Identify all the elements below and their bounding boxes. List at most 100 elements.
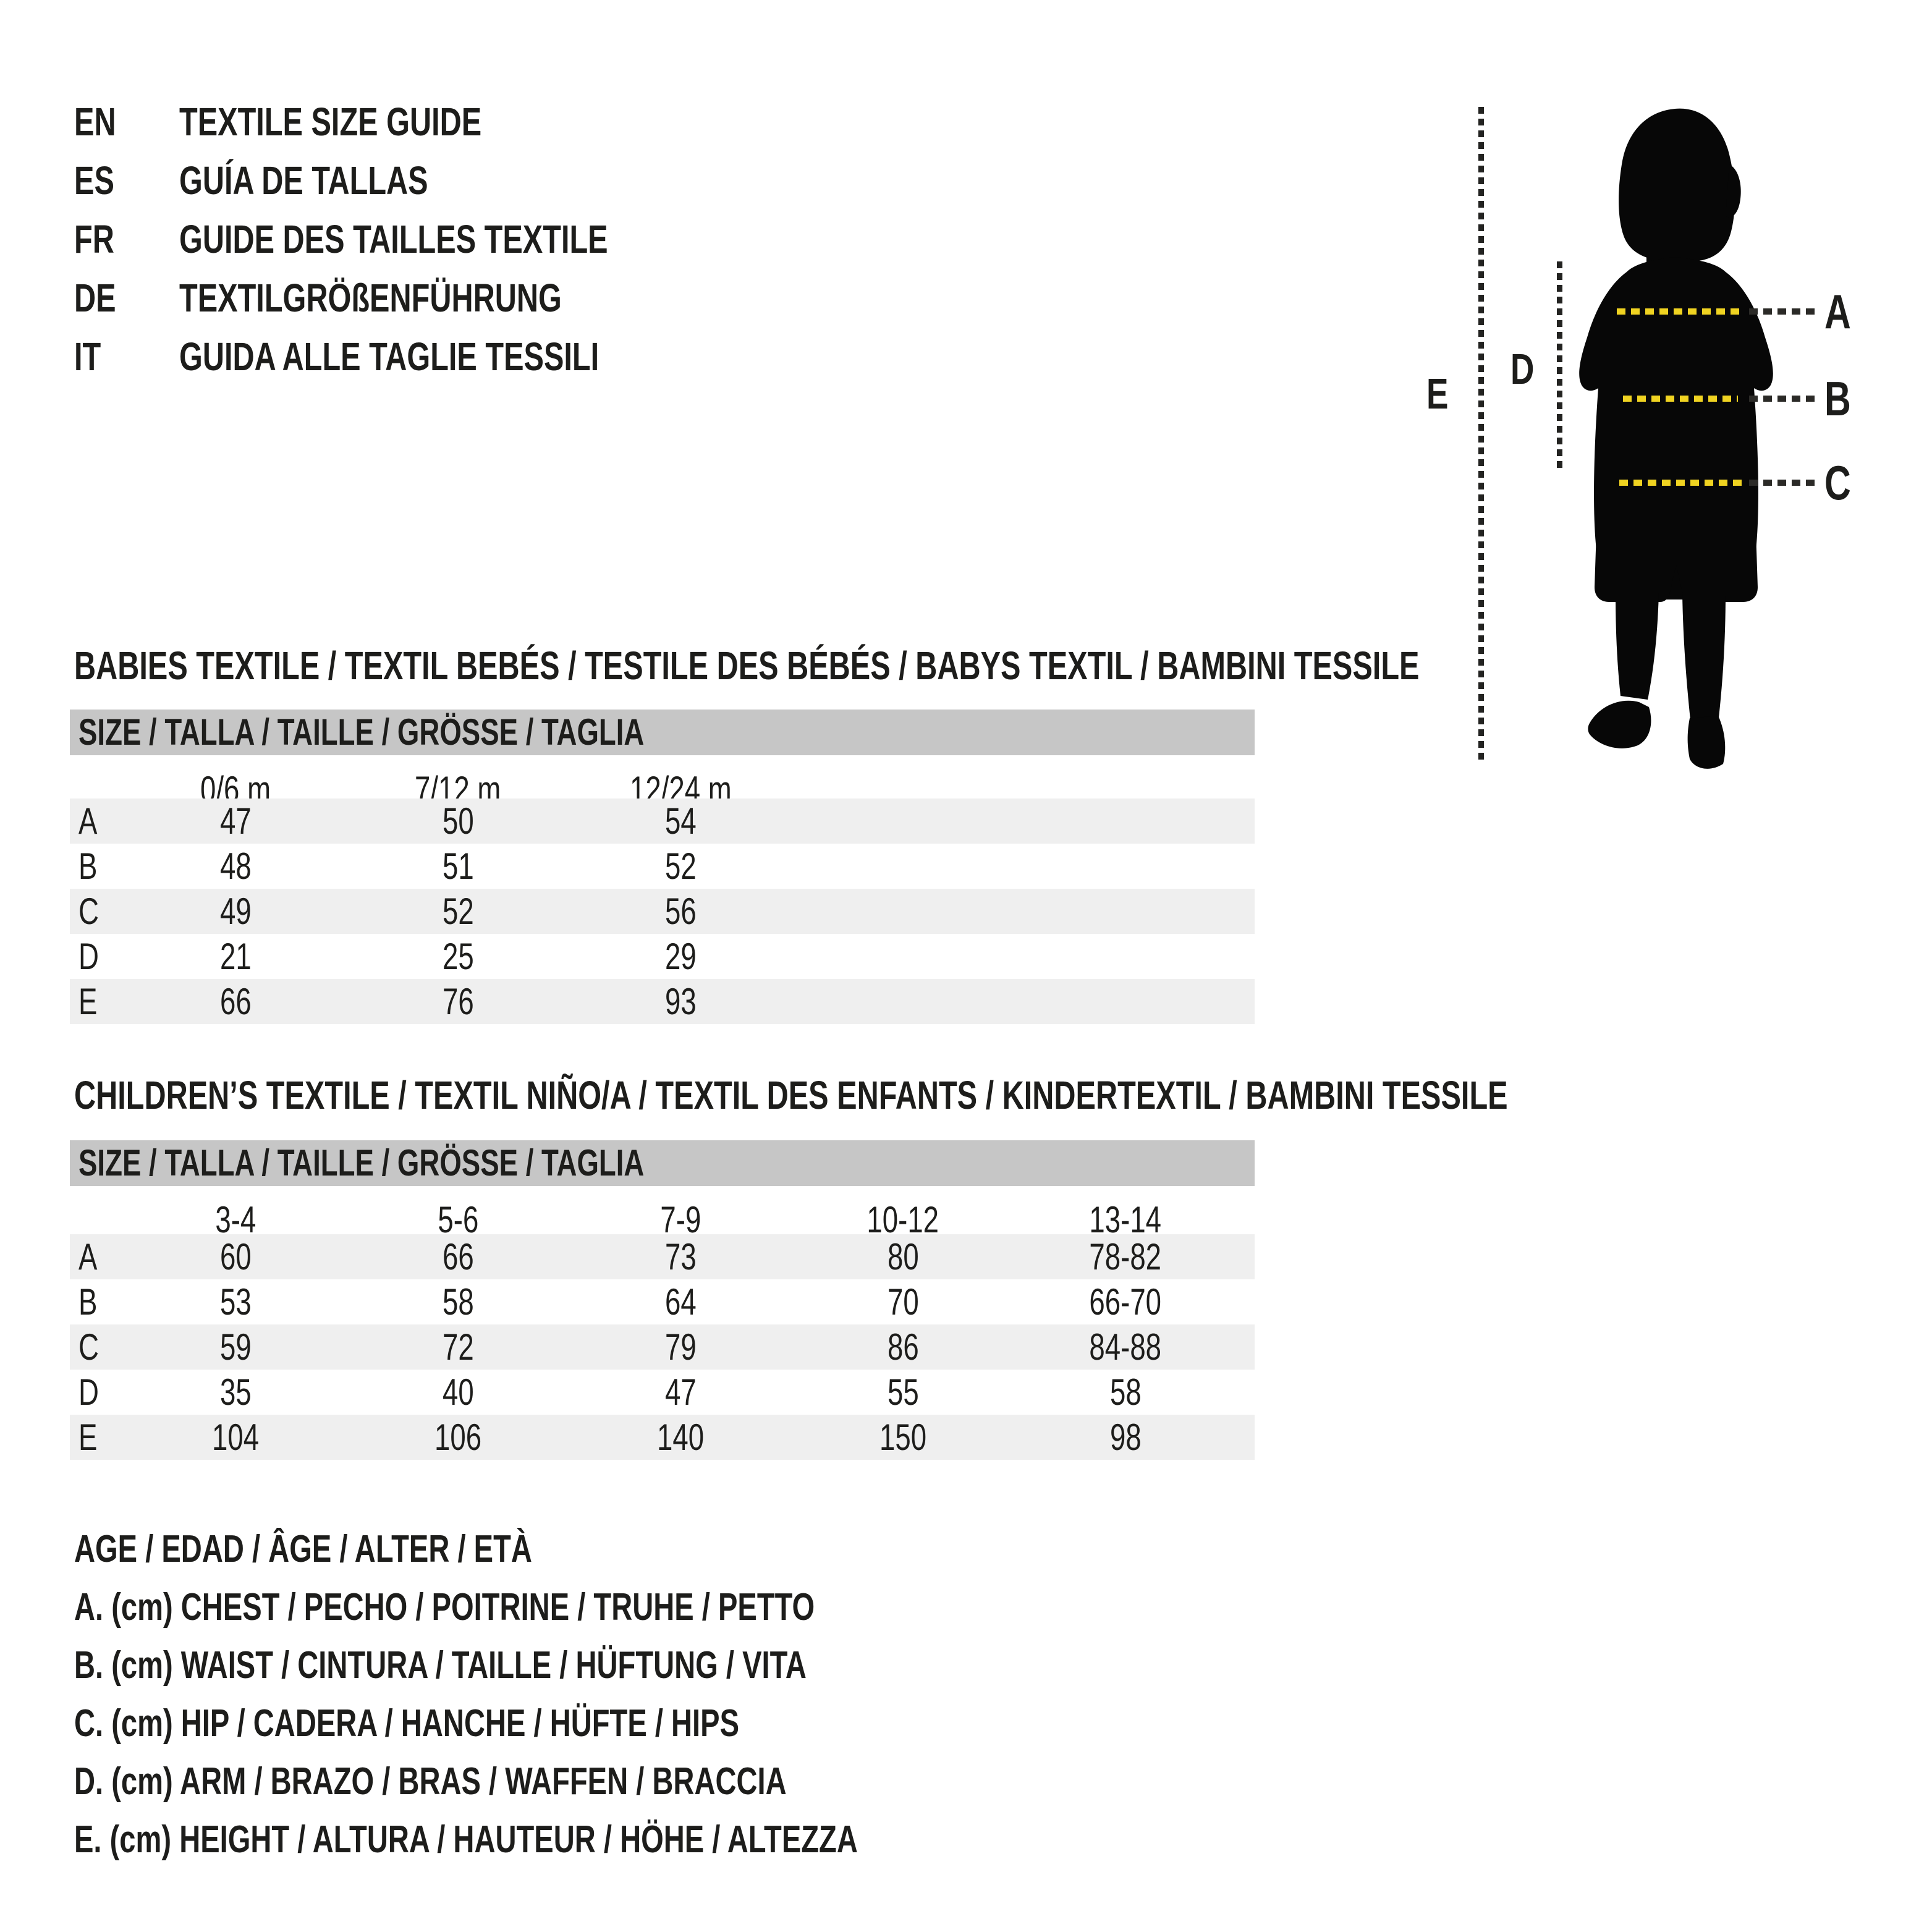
table-row: A 60 66 73 80 78-82 — [70, 1234, 1255, 1279]
size-value-cell: 51 — [442, 845, 474, 887]
legend-line: A. (cm) CHEST / PECHO / POITRINE / TRUHE… — [74, 1586, 815, 1629]
size-value-cell: 80 — [887, 1236, 919, 1277]
column-header: 5-6 — [438, 1198, 478, 1240]
row-label: C — [78, 891, 99, 932]
measure-legend: AGE / EDAD / ÂGE / ALTER / ETÀ A. (cm) C… — [74, 1520, 1105, 1869]
size-value-cell: 58 — [1109, 1371, 1142, 1413]
language-code: ES — [74, 158, 114, 203]
children-section-heading: CHILDREN’S TEXTILE / TEXTIL NIÑO/A / TEX… — [74, 1073, 1508, 1117]
arm-measure-label: D — [1510, 345, 1535, 393]
size-value-cell: 84-88 — [1089, 1326, 1162, 1368]
size-value-cell: 76 — [442, 981, 474, 1022]
language-row: IT GUIDA ALLE TAGLIE TESSILI — [74, 328, 743, 386]
legend-line: D. (cm) ARM / BRAZO / BRAS / WAFFEN / BR… — [74, 1760, 787, 1803]
row-label: E — [78, 1417, 98, 1458]
size-value-cell: 66 — [219, 981, 252, 1022]
size-value-cell: 72 — [442, 1326, 474, 1368]
size-value-cell: 53 — [219, 1281, 252, 1323]
size-value-cell: 106 — [434, 1417, 482, 1458]
table-row: B 53 58 64 70 66-70 — [70, 1279, 1255, 1324]
child-silhouette-image — [1579, 108, 1773, 769]
table-row: E 66 76 93 — [70, 979, 1255, 1024]
silhouette-head — [1619, 108, 1735, 261]
size-value-cell: 47 — [219, 800, 252, 842]
row-label: C — [78, 1326, 99, 1368]
children-table-column-headers: 3-4 5-6 7-9 10-12 13-14 — [70, 1197, 1255, 1242]
size-value-cell: 54 — [664, 800, 697, 842]
size-value-cell: 50 — [442, 800, 474, 842]
size-value-cell: 21 — [219, 936, 252, 977]
children-size-header-bar: SIZE / TALLA / TAILLE / GRÖSSE / TAGLIA — [70, 1140, 1255, 1186]
language-guide-title: GUÍA DE TALLAS — [179, 158, 428, 203]
arm-measure-dotted-line — [1557, 261, 1562, 470]
row-label: B — [78, 845, 98, 887]
size-value-cell: 25 — [442, 936, 474, 977]
language-row: DE TEXTILGRÖßENFÜHRUNG — [74, 269, 743, 328]
row-label: A — [78, 1236, 98, 1277]
column-header: 13-14 — [1089, 1198, 1162, 1240]
table-row: D 35 40 47 55 58 — [70, 1370, 1255, 1415]
table-row: C 59 72 79 86 84-88 — [70, 1324, 1255, 1370]
column-header: 7-9 — [660, 1198, 701, 1240]
babies-section-heading: BABIES TEXTILE / TEXTIL BEBÉS / TESTILE … — [74, 643, 1420, 688]
size-value-cell: 56 — [664, 891, 697, 932]
language-row: ES GUÍA DE TALLAS — [74, 151, 743, 210]
silhouette-right-shoe — [1687, 716, 1726, 769]
size-value-cell: 98 — [1109, 1417, 1142, 1458]
size-value-cell: 140 — [656, 1417, 705, 1458]
size-value-cell: 66 — [442, 1236, 474, 1277]
height-measure-dotted-line — [1478, 107, 1484, 763]
language-row: EN TEXTILE SIZE GUIDE — [74, 93, 743, 151]
size-value-cell: 93 — [664, 981, 697, 1022]
children-table-body: A 60 66 73 80 78-82 B 53 58 64 70 66-70 C 59 72 79… — [70, 1234, 1255, 1460]
row-label: D — [78, 1371, 99, 1413]
silhouette-left-leg — [1616, 593, 1659, 700]
legend-line: AGE / EDAD / ÂGE / ALTER / ETÀ — [74, 1528, 532, 1570]
size-value-cell: 59 — [219, 1326, 252, 1368]
silhouette-hair-flick — [1726, 164, 1741, 218]
measure-dash-yellow — [1617, 308, 1740, 315]
size-value-cell: 60 — [219, 1236, 252, 1277]
size-value-cell: 73 — [664, 1236, 697, 1277]
size-value-cell: 104 — [211, 1417, 260, 1458]
measure-dash-yellow — [1623, 396, 1738, 402]
language-code: EN — [74, 100, 116, 144]
size-value-cell: 86 — [887, 1326, 919, 1368]
language-guide-title: GUIDA ALLE TAGLIE TESSILI — [179, 334, 599, 379]
size-value-cell: 35 — [219, 1371, 252, 1413]
size-value-cell: 29 — [664, 936, 697, 977]
size-value-cell: 79 — [664, 1326, 697, 1368]
row-label: D — [78, 936, 99, 977]
measure-dash-dark — [1749, 396, 1818, 402]
legend-line: B. (cm) WAIST / CINTURA / TAILLE / HÜFTU… — [74, 1644, 807, 1687]
size-value-cell: 40 — [442, 1371, 474, 1413]
table-row: B 48 51 52 — [70, 844, 1255, 889]
size-value-cell: 49 — [219, 891, 252, 932]
row-label: E — [78, 981, 98, 1022]
silhouette-right-leg — [1682, 593, 1726, 726]
legend-line: E. (cm) HEIGHT / ALTURA / HAUTEUR / HÖHE… — [74, 1818, 858, 1861]
height-measure-label: E — [1426, 370, 1449, 418]
table-row: A 47 50 54 — [70, 799, 1255, 844]
size-value-cell: 47 — [664, 1371, 697, 1413]
measure-dash-dark — [1749, 480, 1818, 486]
size-value-cell: 78-82 — [1089, 1236, 1162, 1277]
table-row: C 49 52 56 — [70, 889, 1255, 934]
language-guide-title: GUIDE DES TAILLES TEXTILE — [179, 217, 608, 261]
row-label: A — [78, 800, 98, 842]
size-value-cell: 52 — [442, 891, 474, 932]
size-value-cell: 66-70 — [1089, 1281, 1162, 1323]
size-value-cell: 150 — [879, 1417, 927, 1458]
language-guide-title: TEXTILGRÖßENFÜHRUNG — [179, 276, 562, 320]
table-row: D 21 25 29 — [70, 934, 1255, 979]
size-value-cell: 58 — [442, 1281, 474, 1323]
measure-marker-letter: B — [1824, 371, 1851, 426]
language-code: FR — [74, 217, 114, 261]
measure-marker-letter: C — [1824, 455, 1851, 510]
size-value-cell: 48 — [219, 845, 252, 887]
size-value-cell: 64 — [664, 1281, 697, 1323]
table-row: E 104 106 140 150 98 — [70, 1415, 1255, 1460]
language-code: DE — [74, 276, 116, 320]
measure-dash-yellow — [1619, 480, 1743, 486]
